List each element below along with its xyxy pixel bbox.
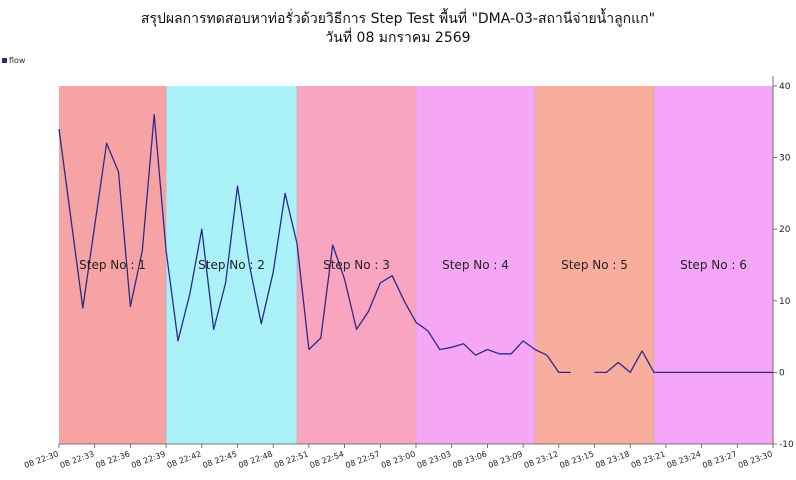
x-tick-label: 08 23:18 bbox=[594, 449, 631, 470]
x-tick-label: 08 22:42 bbox=[166, 449, 203, 470]
step-labels: Step No : 1 Step No : 2 Step No : 3 Step No… bbox=[79, 258, 747, 272]
x-tick-label: 08 22:54 bbox=[309, 449, 346, 470]
step-label-3: Step No : 3 bbox=[323, 258, 390, 272]
x-tick-label: 08 22:36 bbox=[94, 449, 131, 470]
chart-subtitle: วันที่ 08 มกราคม 2569 bbox=[325, 30, 471, 46]
step-band-3 bbox=[297, 86, 416, 444]
x-tick-label: 08 23:15 bbox=[558, 449, 595, 470]
step-band-4 bbox=[416, 86, 535, 444]
x-tick-label: 08 23:12 bbox=[523, 449, 560, 470]
x-tick-label: 08 23:09 bbox=[487, 449, 524, 470]
step-band-2 bbox=[166, 86, 297, 444]
step-band-6 bbox=[654, 86, 773, 444]
x-tick-label: 08 22:51 bbox=[273, 449, 310, 470]
chart-title: สรุปผลการทดสอบหาท่อรั่วด้วยวิธีการ Step … bbox=[140, 11, 656, 27]
y-tick-label: -10 bbox=[779, 440, 794, 450]
x-tick-label: 08 23:24 bbox=[666, 449, 703, 470]
x-tick-label: 08 22:48 bbox=[237, 449, 274, 470]
step-label-6: Step No : 6 bbox=[680, 258, 747, 272]
x-tick-label: 08 22:45 bbox=[201, 449, 238, 470]
y-tick-label: 20 bbox=[779, 225, 791, 235]
legend: flow bbox=[2, 56, 25, 65]
y-tick-label: 40 bbox=[779, 82, 791, 92]
x-tick-label: 08 23:06 bbox=[451, 449, 488, 470]
step-band-5 bbox=[535, 86, 654, 444]
y-tick-label: 30 bbox=[779, 154, 791, 164]
step-label-2: Step No : 2 bbox=[198, 258, 265, 272]
x-tick-label: 08 23:21 bbox=[630, 449, 667, 470]
x-tick-label: 08 22:33 bbox=[59, 449, 96, 470]
step-label-5: Step No : 5 bbox=[561, 258, 628, 272]
x-tick-label: 08 22:57 bbox=[344, 449, 381, 470]
series-lines bbox=[58, 113, 773, 374]
step-bands bbox=[59, 86, 773, 444]
grid-lines bbox=[165, 86, 655, 444]
x-tick-label: 08 23:27 bbox=[701, 449, 738, 470]
x-tick-label: 08 22:39 bbox=[130, 449, 167, 470]
x-tick-label: 08 23:00 bbox=[380, 449, 417, 470]
series-flow-segment-1 bbox=[58, 113, 571, 374]
y-tick-label: 10 bbox=[779, 297, 791, 307]
x-tick-label: 08 23:30 bbox=[737, 449, 774, 470]
x-tick-label: 08 23:03 bbox=[416, 449, 453, 470]
x-tick-label: 08 22:30 bbox=[23, 449, 60, 470]
series-flow-segment-2 bbox=[594, 350, 773, 374]
step-label-1: Step No : 1 bbox=[79, 258, 146, 272]
y-tick-label: 0 bbox=[779, 368, 785, 378]
legend-label-flow: flow bbox=[9, 56, 26, 65]
step-label-4: Step No : 4 bbox=[442, 258, 509, 272]
legend-swatch-flow bbox=[2, 58, 7, 63]
y-ticks: -10 0 10 20 30 40 bbox=[773, 82, 794, 450]
